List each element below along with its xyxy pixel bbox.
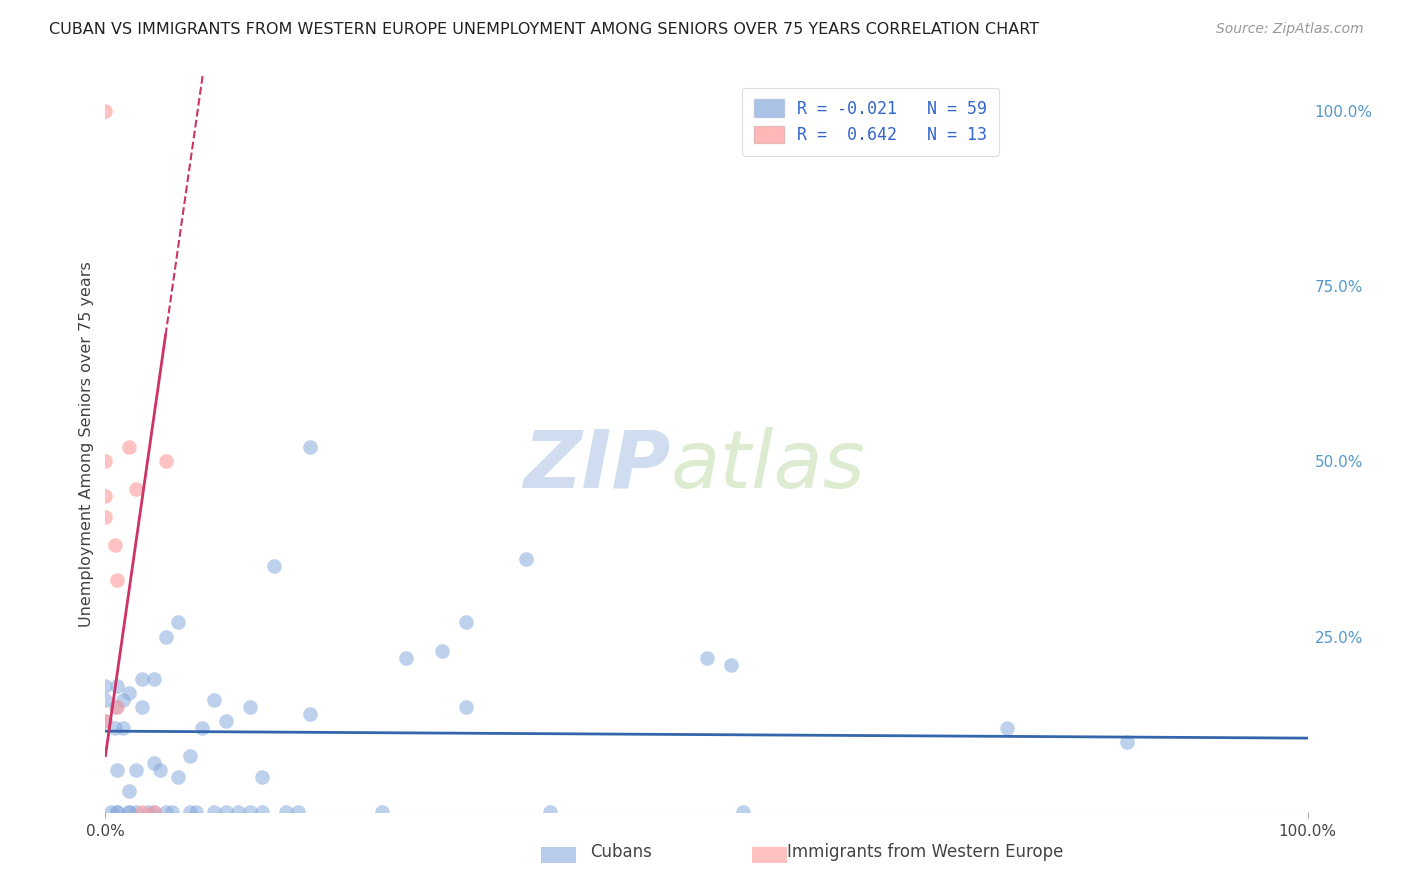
Point	[371, 805, 394, 819]
Point	[107, 805, 129, 819]
Point	[107, 699, 129, 714]
Text: Immigrants from Western Europe: Immigrants from Western Europe	[787, 843, 1064, 861]
Point	[94, 714, 117, 728]
Point	[124, 805, 146, 819]
Point	[112, 721, 135, 735]
Point	[104, 721, 127, 735]
Point	[107, 763, 129, 777]
Text: ZIP: ZIP	[523, 427, 671, 505]
Point	[142, 805, 165, 819]
Point	[166, 770, 188, 784]
Point	[731, 805, 754, 819]
Point	[118, 685, 141, 699]
Point	[107, 679, 129, 693]
Point	[94, 714, 117, 728]
Point	[515, 552, 537, 566]
Point	[107, 805, 129, 819]
Point	[94, 489, 117, 503]
Point	[250, 805, 273, 819]
Point	[190, 721, 212, 735]
Point	[155, 454, 177, 468]
Point	[142, 756, 165, 770]
Point	[179, 805, 201, 819]
Point	[155, 630, 177, 644]
Point	[166, 615, 188, 630]
Point	[112, 692, 135, 706]
Point	[131, 672, 153, 686]
Point	[124, 483, 146, 497]
Y-axis label: Unemployment Among Seniors over 75 years: Unemployment Among Seniors over 75 years	[79, 260, 94, 627]
Text: atlas: atlas	[671, 427, 865, 505]
Point	[430, 643, 453, 657]
Point	[118, 783, 141, 797]
Point	[148, 763, 170, 777]
Point	[720, 657, 742, 672]
Point	[456, 699, 478, 714]
Point	[298, 440, 321, 454]
Point	[456, 615, 478, 630]
Point	[142, 805, 165, 819]
Point	[202, 692, 225, 706]
Point	[160, 805, 183, 819]
Point	[118, 440, 141, 454]
Point	[298, 706, 321, 721]
Point	[226, 805, 249, 819]
Point	[263, 559, 285, 574]
Point	[395, 650, 418, 665]
Point	[214, 714, 236, 728]
Point	[124, 763, 146, 777]
Point	[274, 805, 297, 819]
Point	[94, 454, 117, 468]
Point	[1116, 734, 1139, 748]
Point	[250, 770, 273, 784]
Point	[118, 805, 141, 819]
Point	[239, 699, 262, 714]
Point	[142, 672, 165, 686]
Legend: R = -0.021   N = 59, R =  0.642   N = 13: R = -0.021 N = 59, R = 0.642 N = 13	[742, 87, 998, 156]
Point	[94, 679, 117, 693]
Point	[136, 805, 159, 819]
Point	[118, 805, 141, 819]
Point	[538, 805, 561, 819]
Point	[107, 574, 129, 588]
Point	[104, 538, 127, 552]
Point	[100, 805, 122, 819]
Point	[131, 699, 153, 714]
Point	[995, 721, 1018, 735]
Point	[696, 650, 718, 665]
Point	[131, 805, 153, 819]
Point	[184, 805, 207, 819]
Point	[94, 103, 117, 118]
Point	[105, 699, 128, 714]
Text: Source: ZipAtlas.com: Source: ZipAtlas.com	[1216, 22, 1364, 37]
Point	[155, 805, 177, 819]
Point	[287, 805, 309, 819]
Text: Cubans: Cubans	[591, 843, 652, 861]
Text: CUBAN VS IMMIGRANTS FROM WESTERN EUROPE UNEMPLOYMENT AMONG SENIORS OVER 75 YEARS: CUBAN VS IMMIGRANTS FROM WESTERN EUROPE …	[49, 22, 1039, 37]
Point	[179, 748, 201, 763]
Point	[239, 805, 262, 819]
Point	[214, 805, 236, 819]
Point	[202, 805, 225, 819]
Point	[94, 692, 117, 706]
Point	[94, 510, 117, 524]
